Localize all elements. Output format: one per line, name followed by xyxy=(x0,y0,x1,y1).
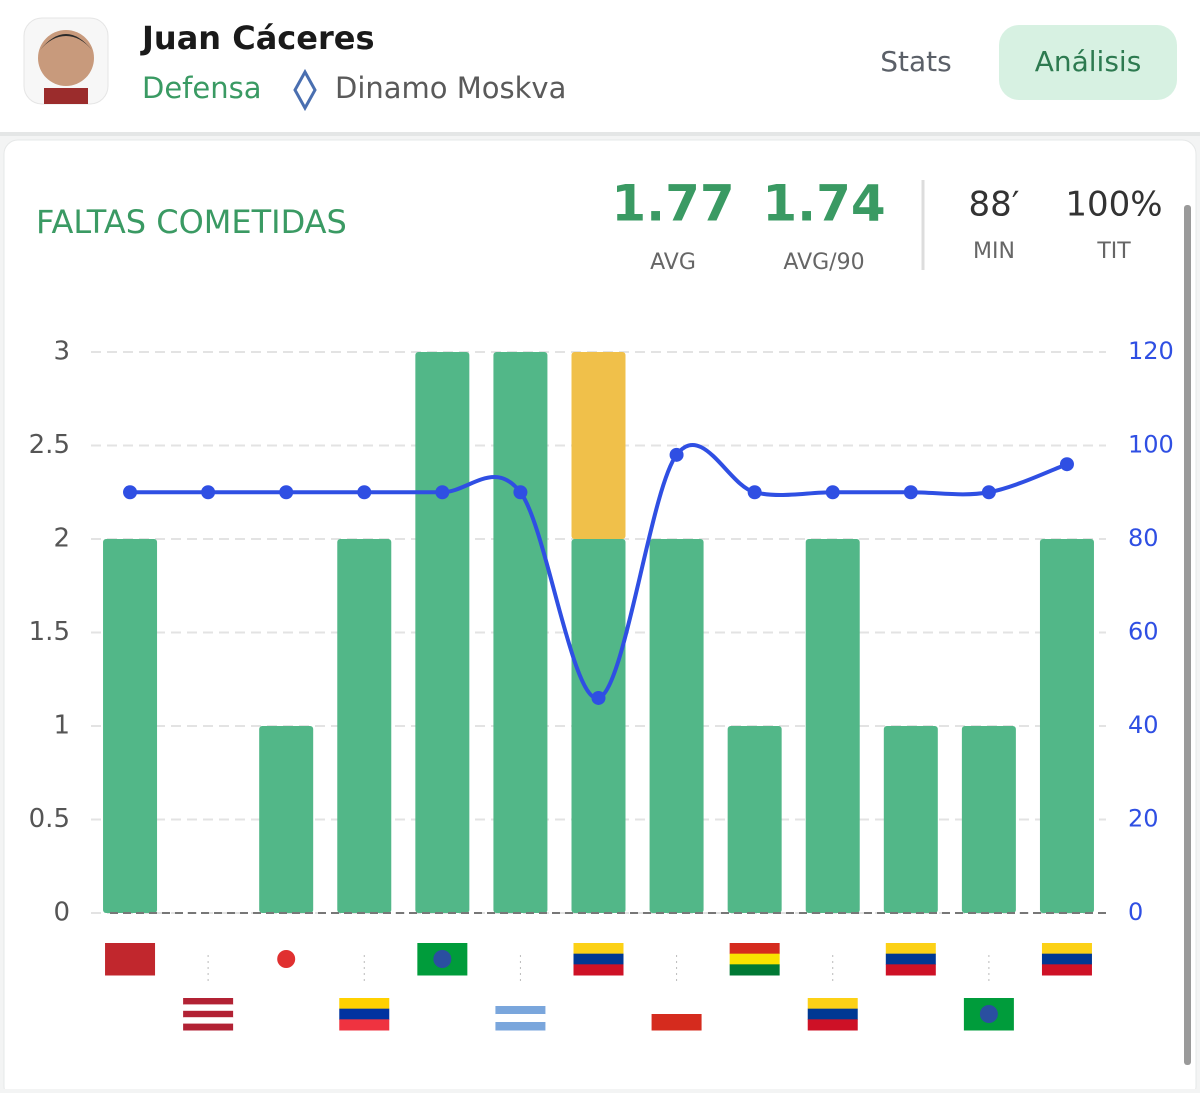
bar xyxy=(493,352,548,913)
flag xyxy=(339,998,390,1010)
stat-value: 1.77 xyxy=(611,175,734,233)
flag xyxy=(651,998,702,1015)
y2-tick-label: 20 xyxy=(1128,805,1159,833)
line-point xyxy=(1059,457,1074,472)
flag xyxy=(183,1010,234,1018)
y2-tick-label: 100 xyxy=(1128,431,1174,459)
line-point xyxy=(903,485,918,500)
y2-tick-label: 60 xyxy=(1128,618,1159,646)
y-tick-label: 2 xyxy=(53,524,70,554)
flag xyxy=(339,1008,390,1020)
y-tick-label: 2.5 xyxy=(29,430,70,460)
line-point xyxy=(123,485,138,500)
flag xyxy=(495,1006,546,1015)
stat-label: AVG/90 xyxy=(783,250,864,275)
line-point xyxy=(825,485,840,500)
avatar-shirt xyxy=(44,88,88,104)
flag xyxy=(183,998,234,1005)
line-point xyxy=(747,485,762,500)
line-point xyxy=(435,485,450,500)
bar xyxy=(103,539,158,913)
tab-stats[interactable]: Stats xyxy=(880,45,951,78)
flag xyxy=(495,998,546,1007)
y2-tick-label: 80 xyxy=(1128,524,1159,552)
y2-tick-label: 40 xyxy=(1128,711,1159,739)
y2-tick-label: 120 xyxy=(1128,337,1174,365)
line-point xyxy=(201,485,216,500)
bar xyxy=(415,352,470,913)
y-tick-label: 0.5 xyxy=(29,804,70,834)
bar xyxy=(337,539,392,913)
bar xyxy=(805,539,860,913)
stat-value: 100% xyxy=(1065,185,1162,225)
bar xyxy=(1039,539,1094,913)
line-point xyxy=(279,485,294,500)
stat-value: 1.74 xyxy=(762,175,885,233)
y2-tick-label: 0 xyxy=(1128,898,1143,926)
flag xyxy=(573,943,624,955)
bar xyxy=(571,539,626,913)
line-point xyxy=(357,485,372,500)
tab-analisis[interactable]: Análisis xyxy=(1035,45,1142,78)
tab-active-bg[interactable] xyxy=(999,25,1177,100)
flag xyxy=(183,1017,234,1025)
flag xyxy=(729,943,780,955)
bar xyxy=(259,726,314,913)
flag xyxy=(807,1008,858,1020)
y-tick-label: 3 xyxy=(53,337,70,367)
bar xyxy=(961,726,1016,913)
chart-title: FALTAS COMETIDAS xyxy=(36,203,347,241)
flag xyxy=(807,998,858,1010)
flag xyxy=(1041,943,1092,955)
scrollbar[interactable] xyxy=(1184,205,1191,1065)
bar xyxy=(727,726,782,913)
flag xyxy=(183,1023,234,1031)
flag xyxy=(979,1005,998,1023)
club-logo xyxy=(293,68,317,112)
bar xyxy=(649,539,704,913)
flag xyxy=(495,1022,546,1031)
flag xyxy=(573,964,624,976)
player-name: Juan Cáceres xyxy=(140,19,374,57)
stat-label: MIN xyxy=(973,239,1015,264)
flag xyxy=(1041,964,1092,976)
line-point xyxy=(591,690,606,705)
avatar xyxy=(38,30,94,86)
flag xyxy=(433,950,452,968)
flag xyxy=(885,953,936,965)
flag xyxy=(495,1014,546,1023)
player-position: Defensa xyxy=(142,71,261,105)
flag xyxy=(183,1004,234,1012)
flag xyxy=(729,964,780,976)
flag xyxy=(807,1019,858,1031)
stat-label: AVG xyxy=(650,250,696,275)
club-name: Dinamo Moskva xyxy=(335,71,566,105)
flag xyxy=(729,953,780,965)
flag xyxy=(277,950,296,968)
flag xyxy=(1041,953,1092,965)
flag xyxy=(105,943,156,976)
flag xyxy=(651,1014,702,1031)
line-point xyxy=(669,447,684,462)
line-point xyxy=(513,485,528,500)
flag xyxy=(573,953,624,965)
header-shadow xyxy=(0,132,1200,136)
y-tick-label: 1 xyxy=(53,711,70,741)
bar xyxy=(883,726,938,913)
flag xyxy=(885,964,936,976)
stat-label: TIT xyxy=(1096,239,1131,264)
bar xyxy=(571,352,626,539)
y-tick-label: 1.5 xyxy=(29,617,70,647)
avatar-hair xyxy=(40,34,92,50)
y-tick-label: 0 xyxy=(53,898,70,928)
line-point xyxy=(981,485,996,500)
flag xyxy=(885,943,936,955)
stat-value: 88′ xyxy=(969,185,1020,225)
flag xyxy=(339,1019,390,1031)
